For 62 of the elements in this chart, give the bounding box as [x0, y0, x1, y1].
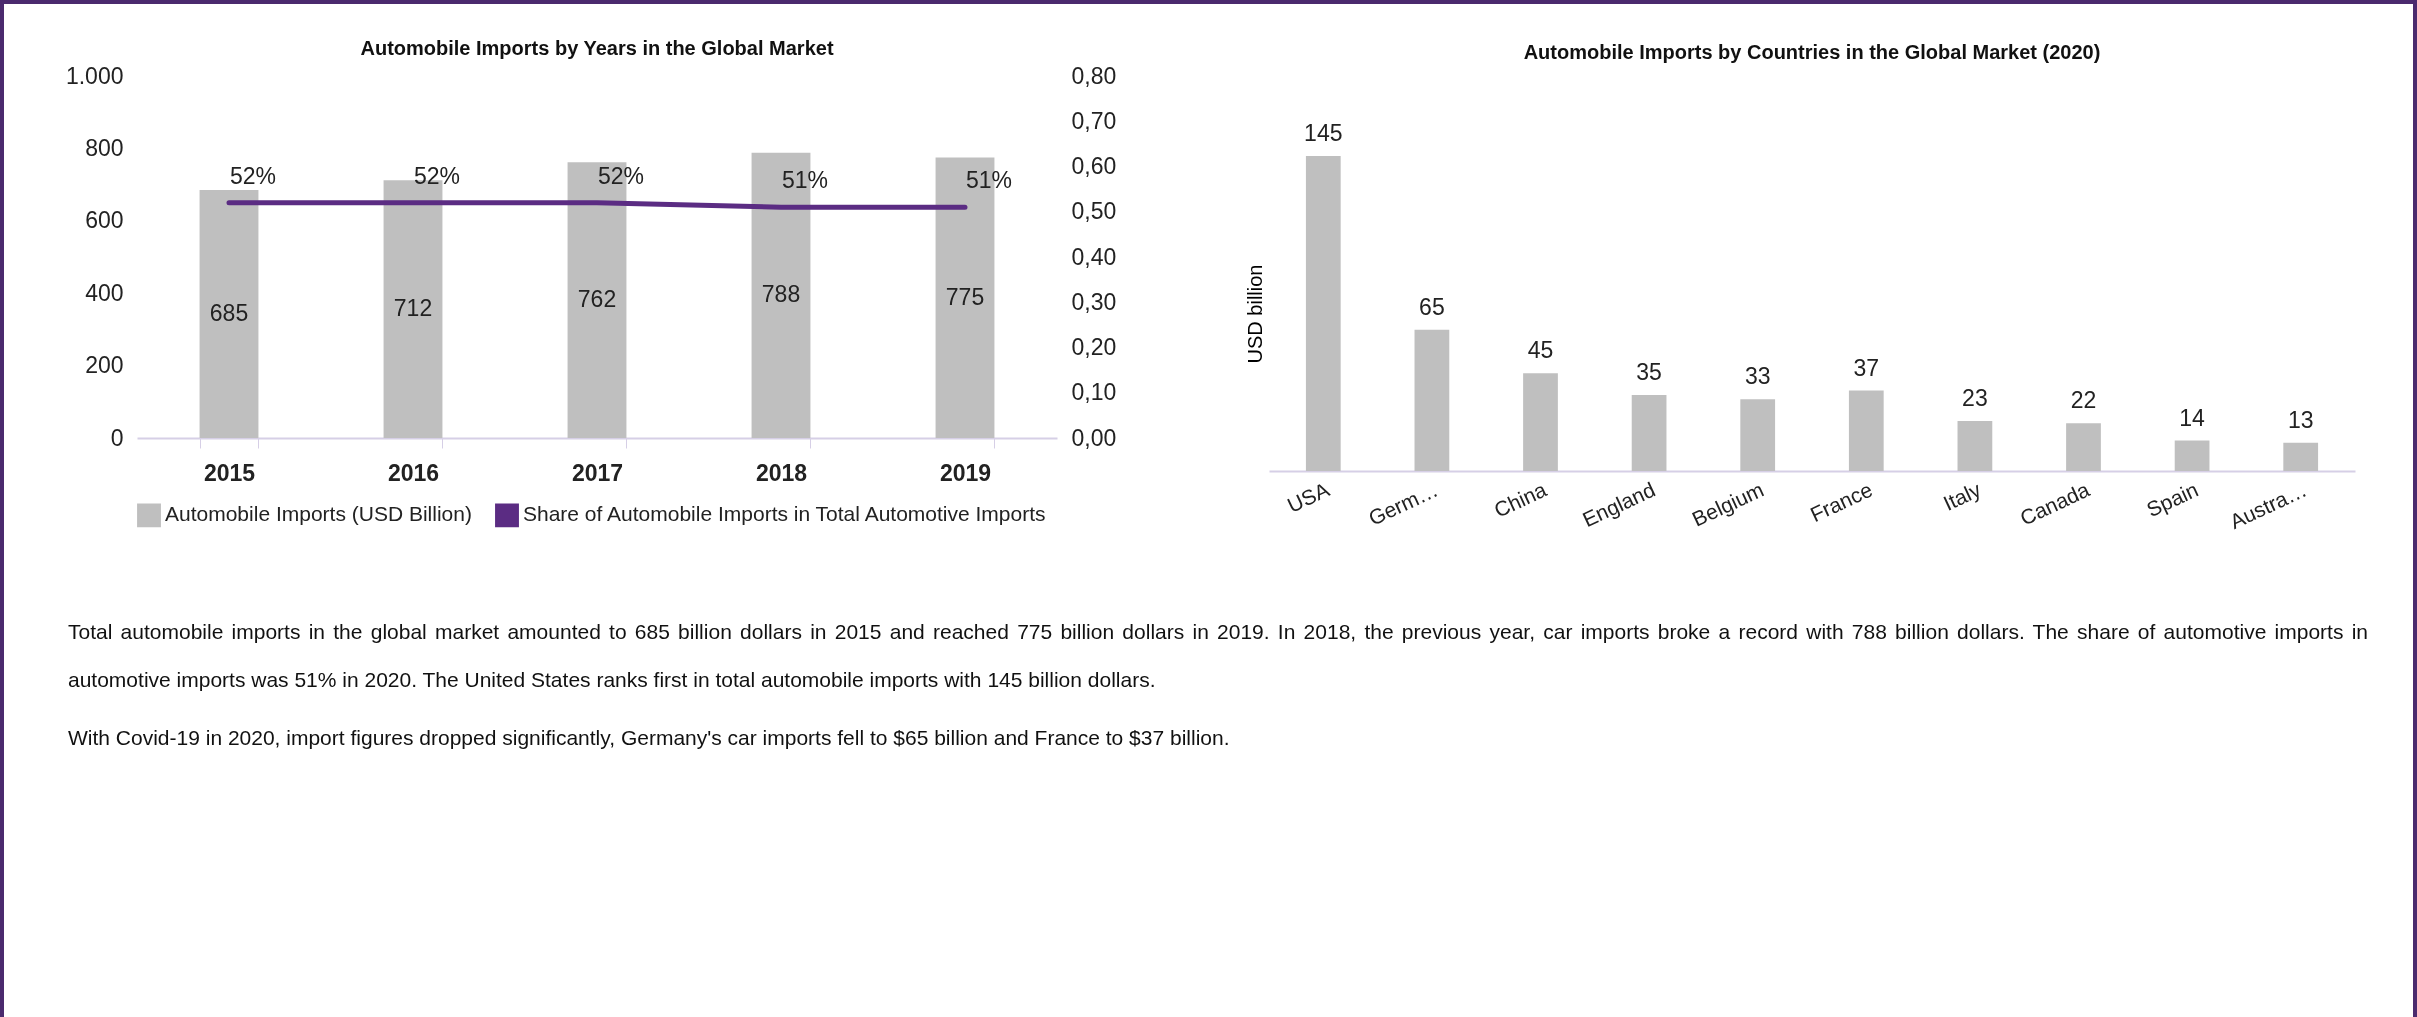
bar [1957, 421, 1993, 471]
x-tick-label: 2018 [755, 459, 808, 486]
data-label: 14 [2179, 404, 2206, 431]
data-label: 45 [1527, 337, 1554, 364]
data-label: 51% [965, 167, 1013, 194]
y2-tick-label: 0,80 [1071, 62, 1117, 89]
chart-title: Automobile Imports by Countries in the Global Market (2020) [1523, 41, 2101, 63]
data-label: 51% [781, 167, 829, 194]
bar [2283, 442, 2319, 471]
data-label: 52% [413, 162, 461, 189]
legend-label: Automobile Imports (USD Billion) [165, 502, 472, 526]
data-label: 775 [945, 283, 985, 310]
x-tick-label: Germ… [1364, 477, 1442, 530]
y2-tick-label: 0,30 [1071, 288, 1117, 315]
data-label: 65 [1419, 293, 1445, 320]
y-axis-title: USD billion [1243, 264, 1266, 364]
bar [1414, 329, 1450, 471]
x-tick-label: 2019 [939, 459, 992, 486]
data-label: 145 [1304, 120, 1343, 146]
bar [1740, 399, 1776, 471]
data-label: 52% [597, 162, 645, 189]
y-tick-label: 1.000 [65, 62, 124, 89]
bar [2174, 440, 2210, 471]
data-label: 788 [761, 281, 801, 308]
data-label: 35 [1636, 358, 1662, 385]
x-tick-label: 2015 [203, 459, 256, 486]
x-tick-label: 2017 [571, 459, 624, 486]
y-tick-label: 800 [85, 134, 124, 161]
y-tick-label: 200 [85, 352, 124, 379]
data-label: 13 [2287, 406, 2314, 433]
data-label: 685 [209, 300, 249, 327]
x-tick-label: 2016 [387, 459, 440, 486]
y-tick-label: 0 [110, 424, 124, 451]
x-tick-label: Spain [2143, 477, 2202, 522]
y2-tick-label: 0,60 [1071, 153, 1117, 179]
text: Total automobile imports in the global market amounted to 685 billion dollars in 2015 and reached 775 billion dollars in 2019. In 2018, the previous year, car imports broke a record with 788 billion dollars. The share of automotive imports in automotive imports was 51% in 2020. The United States ranks first in total automobile imports with 145 billion dollars. [68, 619, 2368, 693]
bar [1848, 390, 1884, 471]
bar [1305, 156, 1341, 471]
y-tick-label: 400 [85, 279, 124, 306]
y2-tick-label: 0,50 [1071, 198, 1117, 225]
x-tick-label: USA [1283, 477, 1333, 517]
chart-title: Automobile Imports by Years in the Global Market [360, 37, 834, 59]
data-label: 23 [1962, 385, 1988, 412]
y-tick-label: 600 [85, 207, 124, 234]
x-tick-label: Italy [1939, 477, 1985, 515]
data-label: 37 [1853, 354, 1880, 381]
y2-tick-label: 0,00 [1071, 424, 1117, 451]
x-tick-label: China [1490, 477, 1551, 522]
data-label: 33 [1744, 363, 1771, 390]
y2-tick-label: 0,10 [1071, 379, 1117, 406]
text: With Covid-19 in 2020, import figures dropped significantly, Germany's car imports fell to $65 billion and France to $37 billion. [68, 725, 1231, 751]
data-label: 52% [229, 162, 277, 189]
data-label: 762 [577, 286, 617, 313]
legend-label: Share of Automobile Imports in Total Automotive Imports [523, 502, 1046, 526]
data-label: 22 [2070, 387, 2097, 414]
bar [1523, 373, 1558, 471]
y2-tick-label: 0,20 [1071, 334, 1117, 360]
y2-tick-label: 0,70 [1071, 107, 1117, 134]
bar [2066, 423, 2101, 471]
bar [1631, 394, 1667, 471]
y2-tick-label: 0,40 [1071, 243, 1117, 270]
data-label: 712 [393, 295, 433, 322]
